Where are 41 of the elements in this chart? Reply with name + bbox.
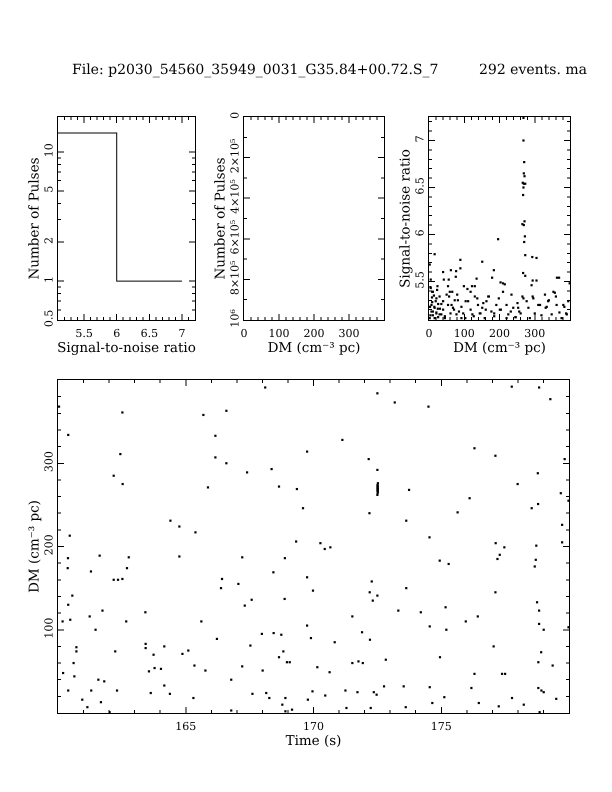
x-axis-title: Time (s) [286,733,342,750]
y-axis-title: Number of Pulses [26,157,42,280]
x-tick-label: 200 [304,327,324,340]
x-tick-label: 100 [268,327,290,340]
x-tick-label: 165 [175,720,196,734]
y-tick-label: 6 [414,229,427,236]
y-tick-label: 10⁶ [228,308,242,328]
x-tick-label: 200 [489,327,510,340]
y-tick-label: 0 [228,112,242,119]
x-tick-label: 175 [430,720,452,734]
y-tick-label: 6×10⁵ [228,220,242,254]
y-tick-label: 5 [42,186,56,193]
y-axis-title: Signal-to-noise ratio [397,149,414,288]
text: File: p2030_54560_35949_0031_G35.84+00.72.S_7 [72,62,438,78]
y-tick-label: 2×10⁵ [228,138,242,174]
x-tick-label: 5.5 [75,327,93,340]
y-tick-label: 5.5 [414,271,427,289]
x-tick-label: 100 [454,327,475,340]
y-tick-label: 1 [42,276,56,283]
y-tick-label: 4×10⁵ [228,179,242,214]
y-tick-label: 300 [42,451,56,472]
y-tick-label: 200 [42,534,56,556]
y-tick-label: 2 [42,237,56,244]
x-axis-title: Signal-to-noise ratio [57,340,196,356]
y-tick-label: 0.5 [42,310,56,328]
x-tick-label: 300 [524,327,546,340]
x-tick-label: 7 [178,327,186,340]
x-tick-label: 170 [303,720,324,734]
x-tick-label: 6 [113,327,120,340]
y-axis-title: DM (cm⁻³ pc) [26,500,42,593]
y-tick-label: 10 [42,143,56,158]
y-tick-label: 100 [42,618,56,639]
x-axis-title: DM (cm⁻³ pc) [268,340,360,356]
x-tick-label: 6.5 [140,327,158,340]
y-axis-title: Number of Pulses [212,157,228,280]
chart-title: 292 events. ma [479,62,588,78]
y-tick-label: 8×10⁵ [228,260,242,296]
x-axis-title: DM (cm⁻³ pc) [453,340,546,356]
y-tick-label: 6.5 [414,177,427,195]
x-tick-label: 300 [338,327,360,340]
y-tick-label: 7 [414,135,427,142]
